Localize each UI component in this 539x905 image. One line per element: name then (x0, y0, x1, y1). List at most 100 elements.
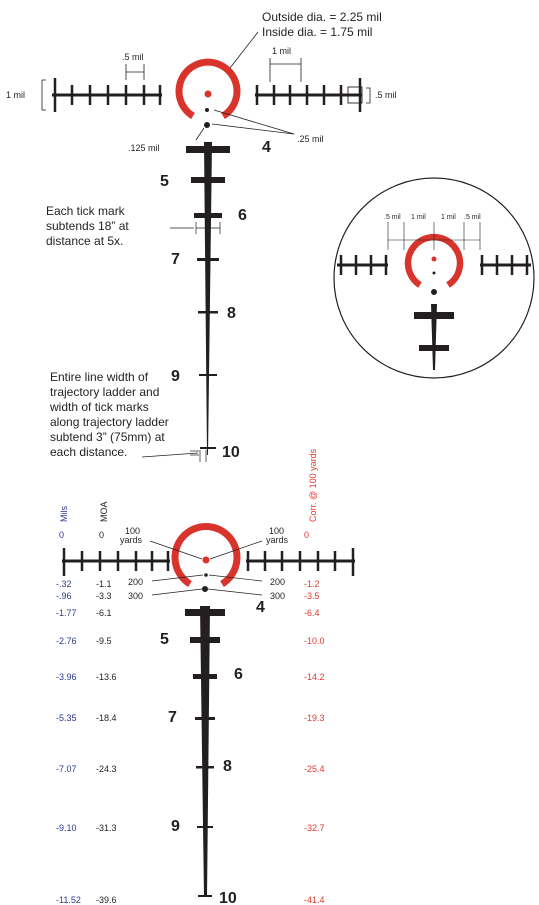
moa-header: MOA (99, 501, 109, 522)
svg-text:100: 100 (125, 526, 140, 536)
svg-text:6: 6 (234, 666, 243, 683)
svg-text:1 mil: 1 mil (441, 214, 456, 221)
corr-value-6: -19.3 (304, 713, 325, 723)
y300-right: 300 (270, 591, 285, 601)
svg-text:4: 4 (256, 599, 265, 616)
mils-value-6: -5.35 (56, 713, 77, 723)
top-ladder-numbers: 4 5 6 7 8 9 10 (160, 139, 271, 461)
svg-text:100: 100 (269, 526, 284, 536)
mils-value-8: -9.10 (56, 823, 77, 833)
top-horseshoe-circle (175, 58, 241, 119)
bottom-200-dot (204, 573, 208, 577)
yards-100-right: 100 yards (266, 526, 289, 545)
svg-text:10: 10 (219, 890, 237, 905)
bottom-left-ruler-ticks (62, 548, 170, 576)
correction-table: 0 0 0 -.32 -1.1 -1.2 -.96 -3.3 -3.5 -1.77 -6.1 -6.4… (56, 530, 325, 905)
tick-mark-note: Each tick mark subtends 18” at distance … (46, 204, 129, 248)
top-center-dot (204, 90, 212, 98)
inset-ladder-tick-1 (414, 312, 454, 319)
svg-text:subtends 18” at: subtends 18” at (46, 219, 129, 233)
moa-value-8: -31.3 (96, 823, 117, 833)
one-mil-label-right: 1 mil (272, 46, 291, 56)
corr-value-5: -14.2 (304, 672, 325, 682)
mils-value-4: -2.76 (56, 636, 77, 646)
corr-value-0: 0 (304, 530, 309, 540)
inside-dia-label: Inside dia. = 1.75 mil (262, 25, 372, 39)
inset-dimension-lines (387, 222, 481, 250)
top-left-ruler-ticks (53, 78, 162, 112)
corr-value-4: -10.0 (304, 636, 325, 646)
inset-small-dot (432, 271, 436, 275)
mils-value-1: -.32 (56, 579, 72, 589)
top-quarter-dot (205, 108, 209, 112)
y200-right: 200 (270, 577, 285, 587)
mils-value-9: -11.52 (56, 895, 81, 905)
corr-value-9: -41.4 (304, 895, 325, 905)
svg-text:along trajectory ladder: along trajectory ladder (50, 415, 169, 429)
svg-text:5: 5 (160, 631, 169, 648)
svg-text:yards: yards (120, 535, 143, 545)
moa-value-9: -39.6 (96, 895, 117, 905)
inset-ladder-tick-2 (419, 345, 449, 351)
one-mil-dimension-right (269, 58, 302, 82)
svg-text:yards: yards (266, 535, 289, 545)
half-mil-dimension-left (125, 64, 145, 80)
svg-text:trajectory ladder and: trajectory ladder and (50, 385, 159, 399)
top-right-ruler-ticks (255, 78, 362, 112)
svg-text:6: 6 (238, 207, 247, 224)
y300-left: 300 (128, 591, 143, 601)
tick-width-callout (170, 222, 221, 234)
moa-value-1: -1.1 (96, 579, 112, 589)
line-width-note: Entire line width of trajectory ladder a… (49, 370, 169, 459)
half-mil-label-right: .5 mil (375, 90, 397, 100)
mils-value-7: -7.07 (56, 764, 77, 774)
mils-value-2: -.96 (56, 591, 72, 601)
top-ladder-ticks (186, 146, 230, 449)
svg-text:.5 mil: .5 mil (464, 214, 481, 221)
y200-left: 200 (128, 577, 143, 587)
moa-value-6: -18.4 (96, 713, 117, 723)
inset-dimension-labels: .5 mil 1 mil 1 mil .5 mil (384, 214, 481, 221)
quarter-mil-label: .25 mil (297, 134, 324, 144)
bottom-ladder-numbers: 4 5 6 7 8 9 10 (160, 599, 265, 905)
bottom-300-dot (202, 586, 208, 592)
yards-100-left: 100 yards (120, 526, 143, 545)
top-reticle (41, 31, 371, 462)
bottom-horseshoe-circle (171, 523, 241, 587)
bottom-yard-leaders (149, 540, 263, 596)
inset-left-ticks (339, 255, 388, 275)
inset-lower-dot (431, 289, 437, 295)
mils-value-3: -1.77 (56, 608, 77, 618)
bottom-center-dot (202, 556, 210, 564)
mils-value-5: -3.96 (56, 672, 77, 682)
moa-value-2: -3.3 (96, 591, 112, 601)
svg-text:Each tick mark: Each tick mark (46, 204, 126, 218)
top-lower-dot (204, 122, 210, 128)
moa-value-3: -6.1 (96, 608, 112, 618)
bottom-reticle (62, 523, 355, 897)
corr-value-3: -6.4 (304, 608, 320, 618)
inset-ladder-post (431, 304, 437, 370)
svg-text:8: 8 (227, 305, 236, 322)
bottom-ladder-ticks (185, 609, 225, 897)
svg-text:5: 5 (160, 173, 169, 190)
inset-view: .5 mil 1 mil 1 mil .5 mil (333, 177, 535, 379)
half-mil-box-right (347, 86, 363, 104)
svg-text:1 mil: 1 mil (411, 214, 426, 221)
corr-value-2: -3.5 (304, 591, 320, 601)
corr-value-1: -1.2 (304, 579, 320, 589)
svg-text:width of tick marks: width of tick marks (49, 400, 149, 414)
mils-value-0: 0 (59, 530, 64, 540)
inset-center-dot (431, 256, 437, 262)
svg-text:7: 7 (168, 709, 177, 726)
svg-text:4: 4 (262, 139, 271, 156)
svg-text:10: 10 (222, 444, 240, 461)
svg-text:Entire line width of: Entire line width of (50, 370, 149, 384)
svg-text:.5 mil: .5 mil (384, 214, 401, 221)
svg-text:9: 9 (171, 368, 180, 385)
bottom-right-ruler-ticks (246, 548, 355, 576)
svg-text:each distance.: each distance. (50, 445, 127, 459)
eighth-mil-label: .125 mil (128, 143, 160, 153)
svg-text:9: 9 (171, 818, 180, 835)
